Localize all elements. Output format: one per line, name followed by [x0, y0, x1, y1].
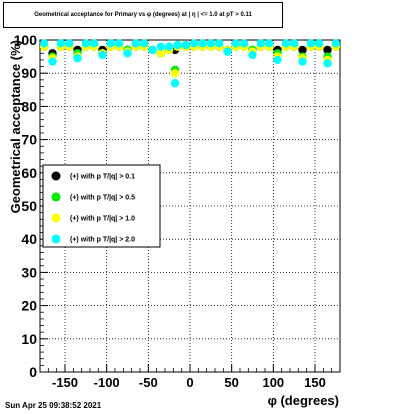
data-point	[98, 50, 107, 60]
data-point	[123, 49, 132, 58]
series-markers	[39, 39, 341, 88]
legend-label: (+) with p T/|q| > 2.0	[70, 237, 135, 244]
x-tick-label: 0	[186, 375, 193, 390]
data-point	[323, 45, 332, 55]
data-point	[281, 39, 291, 48]
x-tick-labels: -150 -100 -50 0 50 100 150	[52, 375, 326, 390]
data-point	[306, 39, 316, 48]
data-point	[156, 42, 166, 51]
data-point	[256, 39, 266, 48]
data-point	[170, 78, 180, 88]
data-point	[48, 57, 57, 66]
y-axis-label: Geometrical acceptance (%)	[8, 40, 23, 213]
data-point	[131, 39, 141, 48]
x-tick-label: -150	[52, 375, 78, 390]
data-point	[81, 39, 91, 48]
data-point	[223, 47, 232, 56]
legend-label: (+) with p T/|q| > 1.0	[70, 216, 135, 223]
y-tick-label: 40	[21, 231, 37, 247]
data-point	[148, 45, 157, 55]
data-point	[298, 57, 307, 66]
legend-marker	[51, 171, 61, 181]
data-point	[314, 39, 324, 48]
y-tick-label: 80	[21, 98, 37, 114]
data-point	[164, 42, 174, 51]
data-point	[181, 40, 191, 50]
data-point	[206, 39, 216, 48]
y-tick-label: 100	[14, 32, 38, 48]
y-tick-label: 20	[21, 298, 37, 314]
data-point	[214, 39, 224, 48]
y-tick-label: 50	[21, 198, 37, 214]
data-point	[248, 50, 257, 60]
y-tick-labels: 0 10 20 30 40 50 60 70 80 90 100	[14, 32, 38, 380]
series-markers	[39, 42, 341, 78]
x-tick-label: 100	[262, 375, 284, 390]
legend: (+) with p T/|q| > 0.1 (+) with p T/|q| >…	[42, 164, 161, 248]
x-tick-label: -100	[94, 375, 120, 390]
data-point	[173, 40, 182, 50]
data-point	[289, 39, 299, 48]
data-markers	[39, 39, 341, 88]
y-tick-label: 60	[21, 165, 37, 181]
y-tick-label: 90	[21, 65, 37, 81]
legend-marker	[51, 192, 61, 202]
data-point	[89, 39, 99, 48]
y-tick-label: 10	[21, 331, 37, 347]
data-point	[331, 39, 341, 48]
y-tick-label: 70	[21, 132, 37, 148]
legend-box	[42, 164, 161, 248]
y-tick-label: 0	[29, 364, 37, 380]
x-tick-label: 50	[224, 375, 238, 390]
data-point	[189, 39, 199, 48]
data-point	[106, 39, 116, 48]
data-point	[73, 54, 82, 63]
chart-title: Geometrical acceptance for Primary vs φ …	[3, 2, 283, 28]
y-tick-label: 30	[21, 264, 37, 280]
grid-lines	[40, 40, 340, 372]
legend-marker	[51, 234, 61, 244]
data-point	[156, 49, 166, 58]
data-point	[231, 39, 241, 48]
legend-label: (+) with p T/|q| > 0.5	[70, 195, 135, 202]
timestamp: Sun Apr 25 09:38:52 2021	[5, 401, 102, 410]
data-point	[39, 39, 49, 48]
data-point	[323, 59, 332, 68]
data-point	[64, 39, 74, 48]
data-point	[139, 39, 149, 48]
data-point	[198, 39, 207, 48]
data-point	[298, 45, 307, 55]
data-point	[264, 39, 274, 48]
legend-label: (+) with p T/|q| > 0.1	[70, 174, 135, 181]
data-point	[239, 39, 249, 48]
data-point	[170, 69, 180, 78]
x-tick-label: 150	[304, 375, 326, 390]
x-axis-label: φ (degrees)	[268, 393, 339, 408]
data-point	[273, 55, 282, 65]
data-point	[56, 39, 66, 48]
x-tick-label: -50	[139, 375, 158, 390]
data-point	[114, 39, 124, 48]
legend-marker	[51, 213, 61, 223]
